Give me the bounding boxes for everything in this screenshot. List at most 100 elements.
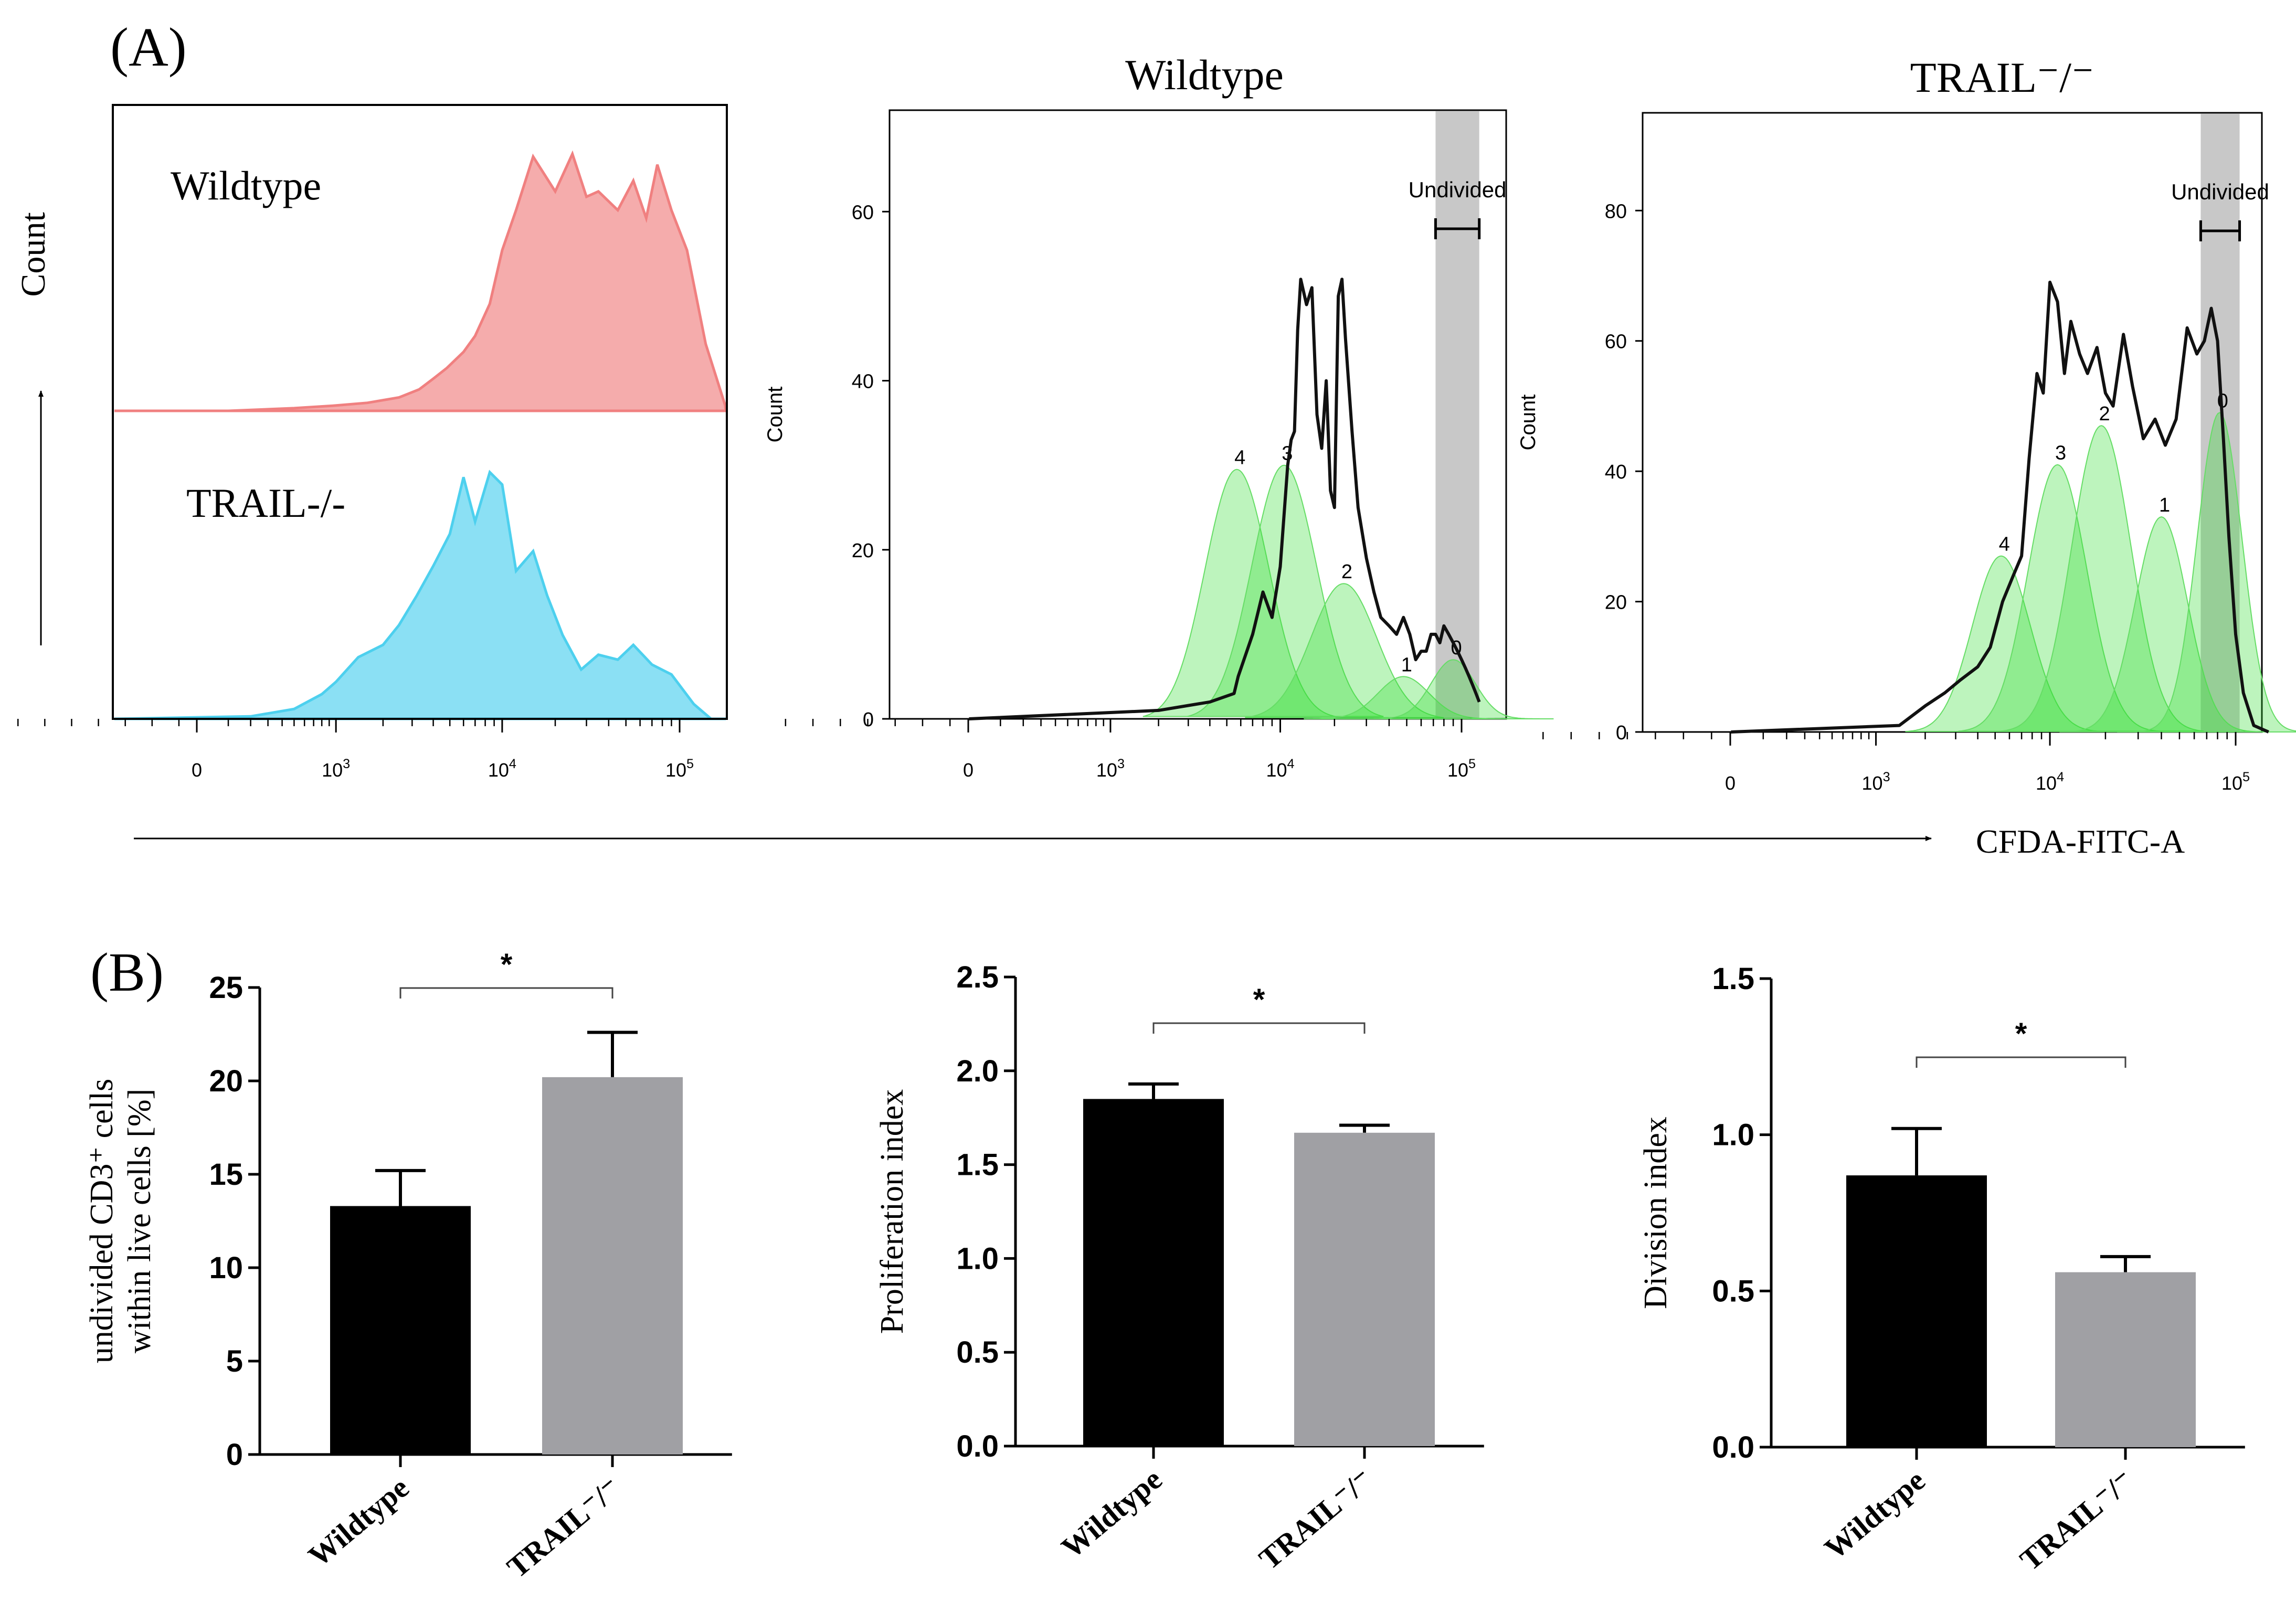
wt-model-y-label: Count (764, 387, 787, 443)
bar1-y-tick-label: 2.5 (956, 960, 999, 994)
overlay-tick-label: 104 (488, 757, 516, 781)
overlay-frame (112, 104, 728, 720)
bar1-significance-mark: * (1253, 983, 1265, 1017)
bar2-bar-0 (1846, 1175, 1987, 1447)
ko-model-tick-label: 105 (2221, 770, 2250, 794)
ko-model-generation-2 (2000, 425, 2204, 732)
bar2-y-label: Division index (1638, 1117, 1674, 1309)
trail-modeling-plot: TRAIL⁻/⁻ Count Undivided 4 3 2 10 0 20 40 60 80 0 1… (1517, 54, 2296, 794)
wt-model-tick-label: 105 (1447, 757, 1476, 781)
ko-model-y-tick-label: 20 (1605, 592, 1627, 614)
bar0-bar-0 (330, 1206, 471, 1454)
ko-model-tick-label: 104 (2036, 770, 2064, 794)
panel-label-b: (B) (90, 941, 164, 1003)
bar0-bar-1 (542, 1077, 683, 1454)
bar1-bar-1 (1294, 1132, 1435, 1446)
wt-model-tick-label-base: 10 (1266, 759, 1287, 781)
bar1-y-tick-label: 1.0 (956, 1241, 999, 1276)
overlay-tick-label: 105 (665, 757, 694, 781)
ko-model-y-label: Count (1517, 395, 1540, 451)
bar2-significance-mark: * (2015, 1017, 2027, 1051)
overlay-y-label: Count (14, 212, 52, 296)
ko-model-tick-label-base: 10 (2221, 772, 2242, 794)
bar2-bar-1 (2055, 1272, 2196, 1447)
overlay-legend-trail-text: TRAIL-/- (186, 480, 345, 526)
ko-model-tick-label: 0 (1725, 772, 1736, 794)
wt-model-gate-label: Undivided (1409, 177, 1507, 202)
ko-model-generation-4 (1905, 555, 2102, 732)
overlay-legend-trail: TRAIL-/- (186, 480, 345, 526)
bar2-category-label: TRAIL⁻/⁻ (2014, 1463, 2141, 1577)
overlay-tick-label-exp: 4 (509, 757, 516, 771)
wt-model-tick-label-exp: 3 (1117, 757, 1125, 771)
wt-model-tick-label: 0 (963, 759, 974, 781)
bar1-y-label: Proliferation index (874, 1089, 910, 1334)
bar0-y-tick-label: 20 (209, 1064, 243, 1098)
ko-model-generation-3 (1958, 464, 2160, 732)
bar2-y-tick-label: 1.0 (1712, 1118, 1754, 1152)
bar0-category-label: Wildtype (302, 1470, 415, 1573)
bar2-y-tick-label: 0.5 (1712, 1274, 1754, 1308)
overlay-tick-label-base: 10 (322, 759, 343, 781)
overlay-tick-label-exp: 3 (343, 757, 350, 771)
overlay-tick-label-base: 10 (665, 759, 686, 781)
bar0-y-tick-label: 10 (209, 1251, 243, 1285)
ko-model-gate-band (2200, 114, 2240, 731)
ko-model-generation-label-1: 1 (2159, 494, 2170, 516)
ko-model-generation-label-4: 4 (1999, 534, 2010, 556)
panel-label-a: (A) (110, 16, 187, 78)
bar1-bar-0 (1083, 1099, 1224, 1446)
wt-model-measured-line (969, 278, 1481, 720)
ko-model-y-tick-label: 40 (1605, 461, 1627, 483)
bar1-y-tick-label: 2.0 (956, 1054, 999, 1088)
wt-model-generation-4 (1142, 469, 1336, 717)
ko-model-tick-label-exp: 4 (2057, 770, 2064, 784)
bar0-y-tick-label: 5 (226, 1344, 243, 1378)
ko-model-tick-label-exp: 3 (1883, 770, 1890, 784)
wt-model-y-tick-label: 60 (852, 201, 874, 224)
wt-model-generation-2 (1245, 583, 1444, 718)
overlay-tick-label-base: 0 (192, 759, 202, 781)
ko-model-tick-label-base: 0 (1725, 772, 1736, 794)
bar2-significance-bracket (1916, 1056, 2126, 1068)
ko-model-title: TRAIL⁻/⁻ (1910, 54, 2094, 101)
overlay-tick-label-exp: 5 (686, 757, 694, 771)
undivided-bar-chart: 0 5 10 15 20 25 Wildtype TRAIL⁻/⁻ * undivided CD3… (84, 948, 732, 1585)
division-bar-chart: 0.0 0.5 1.0 1.5 Wildtype TRAIL⁻/⁻ * Division in… (1638, 962, 2245, 1577)
overlay-tick-label: 0 (192, 759, 202, 781)
bar0-y-tick-label: 0 (226, 1438, 243, 1472)
overlay-x-axis: 0 103 104 105 (17, 719, 694, 781)
overlay-tick-label: 103 (322, 757, 350, 781)
overlay-series-trail (114, 470, 726, 720)
ko-model-y-tick-label: 0 (1616, 722, 1627, 744)
bar0-y-tick-label: 15 (209, 1158, 243, 1192)
ko-model-gate-label: Undivided (2171, 179, 2269, 204)
wt-model-title: Wildtype (1125, 51, 1284, 99)
ko-model-y-tick-label: 80 (1605, 200, 1627, 222)
wt-model-generation-1 (1304, 676, 1504, 719)
bar0-y-label-line2: within live cells [%] (122, 1089, 157, 1353)
bar2-y-tick-label: 0.0 (1712, 1430, 1754, 1464)
bar0-y-label-line1: undivided CD3⁺ cells (84, 1079, 120, 1363)
wt-model-tick-label-base: 10 (1447, 759, 1468, 781)
wt-model-generation-0 (1353, 659, 1554, 719)
wildtype-modeling-plot: Wildtype Count Undivided4321002040600103… (764, 51, 1554, 781)
overlay-series-wildtype (114, 150, 727, 412)
bar0-significance-mark: * (501, 948, 513, 982)
overlay-histogram: 0 103 104 105 Wildtype TRAIL-/- Count (14, 104, 728, 781)
bar2-category-label: Wildtype (1818, 1463, 1931, 1566)
proliferation-bar-chart: 0.0 0.5 1.0 1.5 2.0 2.5 Wildtype TRAIL⁻/⁻ * Proli… (874, 960, 1484, 1576)
wt-model-generation-label-4: 4 (1234, 447, 1245, 469)
wt-model-tick-label-base: 10 (1096, 759, 1117, 781)
wt-model-frame (888, 109, 1507, 720)
wt-model-generation-3 (1187, 464, 1384, 717)
overlay-tick-label-base: 10 (488, 759, 509, 781)
bar0-category-label: TRAIL⁻/⁻ (501, 1470, 628, 1585)
ko-model-generation-1 (2059, 516, 2265, 732)
bar0-significance-bracket (399, 987, 613, 999)
bar1-category-label: TRAIL⁻/⁻ (1253, 1462, 1380, 1576)
bar1-y-tick-label: 0.5 (956, 1335, 999, 1369)
wt-model-tick-label-exp: 5 (1468, 757, 1476, 771)
bar1-category-label: Wildtype (1055, 1462, 1168, 1565)
